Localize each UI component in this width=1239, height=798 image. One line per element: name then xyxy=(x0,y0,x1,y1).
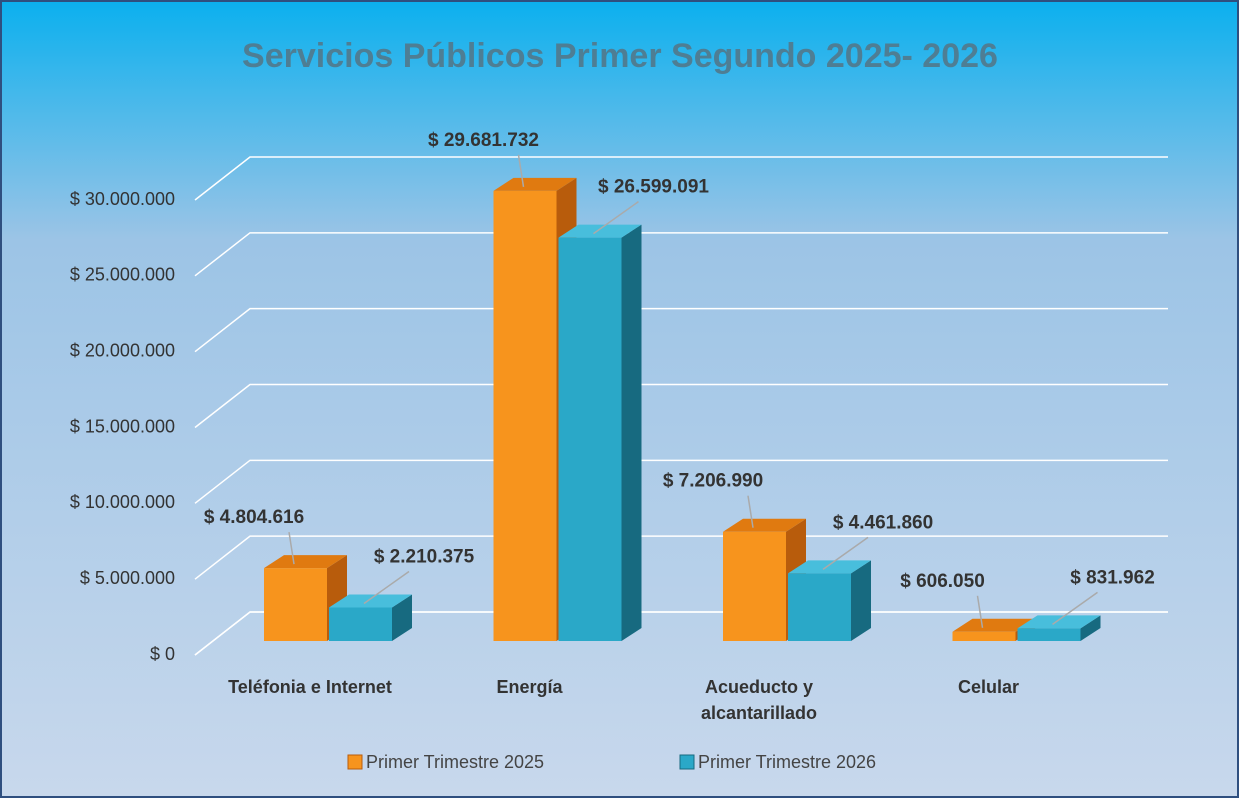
legend-swatch xyxy=(679,754,695,770)
legend-swatch xyxy=(347,754,363,770)
bar-face xyxy=(952,631,1016,641)
data-label: $ 4.804.616 xyxy=(204,507,304,528)
x-tick-label: Teléfonia e Internet xyxy=(228,677,392,697)
leader-line xyxy=(593,200,639,235)
legend-label: Primer Trimestre 2025 xyxy=(366,752,544,772)
bar-face xyxy=(621,224,642,642)
grid-line xyxy=(194,383,1168,429)
bar-face xyxy=(558,224,642,238)
bar xyxy=(558,224,642,642)
bar-face xyxy=(329,594,412,608)
y-tick-label: $ 5.000.000 xyxy=(80,568,175,588)
grid-line xyxy=(194,156,1168,201)
data-label: $ 26.599.091 xyxy=(598,177,709,198)
data-label: $ 4.461.860 xyxy=(833,512,933,533)
leader-line xyxy=(1052,591,1098,625)
grid-line xyxy=(194,307,1168,353)
bar-face xyxy=(788,573,851,641)
y-tick-label: $ 15.000.000 xyxy=(70,416,175,436)
bar-face xyxy=(264,555,347,569)
x-tick-label: Acueducto y alcantarillado xyxy=(700,677,818,723)
data-label: $ 2.210.375 xyxy=(374,546,475,567)
y-tick-label: $ 25.000.000 xyxy=(70,265,175,285)
legend-label: Primer Trimestre 2026 xyxy=(698,752,876,772)
bar-face xyxy=(558,237,622,642)
leader-line xyxy=(288,532,295,565)
bar xyxy=(1017,615,1101,641)
grid-line xyxy=(194,459,1168,504)
bar-face xyxy=(723,531,786,641)
grid-line xyxy=(194,232,1168,277)
y-tick-label: $ 0 xyxy=(150,644,175,664)
data-label: $ 831.962 xyxy=(1070,567,1155,588)
bar-face xyxy=(1080,615,1101,641)
leader-line xyxy=(747,495,754,528)
data-label: $ 7.206.990 xyxy=(663,471,763,492)
bar-face xyxy=(1017,628,1081,641)
leader-line xyxy=(363,570,410,605)
bar-face xyxy=(264,568,327,641)
data-label: $ 29.681.732 xyxy=(428,130,539,151)
leader-line xyxy=(517,154,525,187)
data-label: $ 606.050 xyxy=(900,571,985,592)
bar-face xyxy=(1017,615,1101,629)
bar xyxy=(329,594,412,641)
chart-title: Servicios Públicos Primer Segundo 2025- … xyxy=(242,37,998,75)
bar xyxy=(788,560,871,641)
leader-line xyxy=(976,595,984,628)
bar-face xyxy=(493,190,557,641)
bar xyxy=(723,518,806,641)
bar-face xyxy=(329,607,392,641)
bar-face xyxy=(723,518,806,532)
bar-face xyxy=(788,560,871,574)
y-tick-label: $ 30.000.000 xyxy=(70,189,175,209)
bar-face xyxy=(851,560,871,641)
x-tick-label: Energía xyxy=(496,677,563,697)
bar-face xyxy=(952,618,1036,632)
y-tick-label: $ 10.000.000 xyxy=(70,492,175,512)
y-tick-label: $ 20.000.000 xyxy=(70,340,175,360)
bar-face xyxy=(493,177,577,191)
bar-face xyxy=(392,594,412,641)
leader-line xyxy=(822,536,869,570)
grid-line xyxy=(194,535,1168,580)
x-tick-label: Celular xyxy=(957,677,1020,697)
